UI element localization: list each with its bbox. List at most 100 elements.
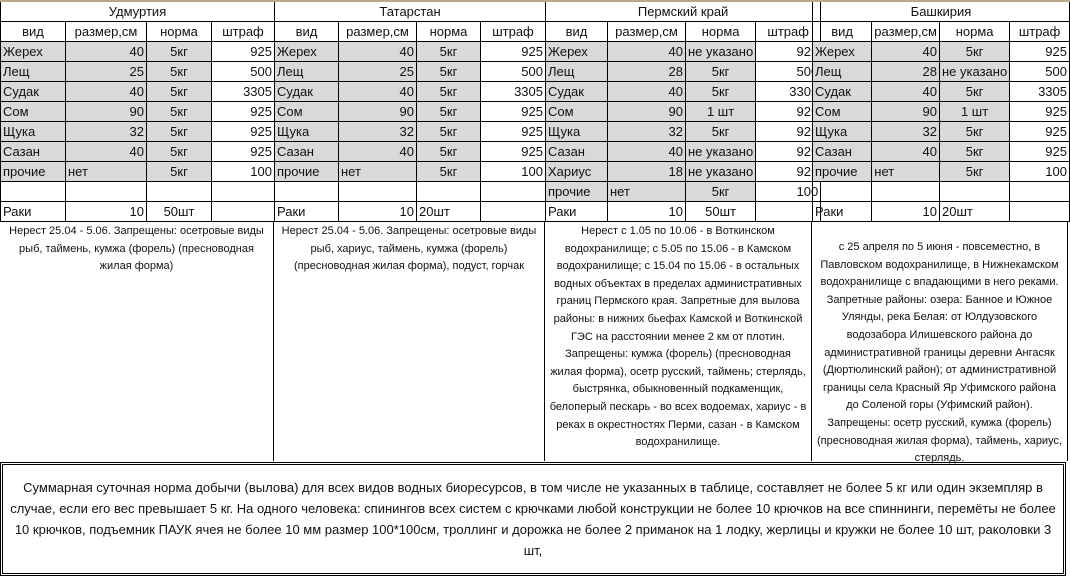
cell-norm[interactable]: 5кг [146,41,212,62]
cell-vid[interactable]: Щука [0,121,66,142]
cell-fine[interactable]: 925 [755,41,822,62]
cell-fine[interactable]: 3305 [480,81,546,102]
cell-size[interactable] [338,181,417,202]
cell-norm[interactable]: 1 шт [938,101,1011,122]
cell-size[interactable]: 18 [607,161,686,182]
cell-norm[interactable]: 1 шт [684,101,757,122]
cell-size[interactable]: 28 [871,61,940,82]
cell-vid[interactable]: Судак [811,81,873,102]
cell-norm[interactable]: 5кг [684,61,757,82]
cell-vid[interactable]: Раки [274,201,339,222]
column-header-size[interactable]: размер,см [338,21,417,42]
cell-fine[interactable]: 925 [1009,141,1070,162]
cell-norm[interactable]: не указано [684,141,757,162]
cell-vid[interactable]: Раки [0,201,66,222]
cell-vid[interactable]: Жерех [811,41,873,62]
cell-size[interactable]: 25 [338,61,417,82]
cell-vid[interactable]: прочие [274,161,339,182]
cell-size[interactable]: нет [871,161,940,182]
cell-fine[interactable]: 3305 [1009,81,1070,102]
cell-vid[interactable]: Хариус [545,161,608,182]
cell-size[interactable]: 40 [65,41,147,62]
cell-size[interactable]: 90 [338,101,417,122]
cell-size[interactable]: 40 [607,81,686,102]
cell-fine[interactable]: 925 [211,41,275,62]
cell-norm[interactable] [416,181,481,202]
cell-fine[interactable]: 925 [755,161,822,182]
cell-norm[interactable]: 5кг [146,61,212,82]
cell-size[interactable]: 10 [65,201,147,222]
cell-fine[interactable]: 925 [211,101,275,122]
column-header-norm[interactable]: норма [684,21,757,42]
column-header-fine[interactable]: штраф [211,21,275,42]
cell-fine[interactable]: 925 [755,101,822,122]
cell-fine[interactable]: 100 [480,161,546,182]
column-header-norm[interactable]: норма [146,21,212,42]
cell-vid[interactable]: Сазан [811,141,873,162]
column-header-size[interactable]: размер,см [871,21,940,42]
cell-norm[interactable]: 5кг [146,101,212,122]
cell-fine[interactable]: 3305 [755,81,822,102]
cell-vid[interactable]: Сом [0,101,66,122]
cell-fine[interactable]: 925 [1009,41,1070,62]
cell-vid[interactable]: Лещ [811,61,873,82]
cell-vid[interactable]: Раки [811,201,873,222]
cell-size[interactable]: 40 [338,81,417,102]
cell-fine[interactable]: 500 [480,61,546,82]
cell-vid[interactable]: Сазан [0,141,66,162]
cell-fine[interactable]: 500 [211,61,275,82]
cell-norm[interactable]: 50шт [684,201,757,222]
cell-size[interactable]: нет [338,161,417,182]
cell-fine[interactable] [211,201,275,222]
cell-size[interactable]: 32 [65,121,147,142]
cell-norm[interactable] [938,181,1011,202]
cell-vid[interactable]: Лещ [274,61,339,82]
cell-norm[interactable]: не указано [684,161,757,182]
cell-fine[interactable]: 925 [755,141,822,162]
cell-norm[interactable]: 5кг [938,41,1011,62]
cell-size[interactable]: 10 [338,201,417,222]
cell-vid[interactable]: Судак [0,81,66,102]
cell-vid[interactable]: Сом [811,101,873,122]
cell-size[interactable]: 32 [871,121,940,142]
cell-fine[interactable] [211,181,275,202]
cell-norm[interactable]: 5кг [938,81,1011,102]
cell-vid[interactable] [0,181,66,202]
cell-norm[interactable]: 5кг [416,141,481,162]
cell-norm[interactable]: 5кг [684,121,757,142]
cell-size[interactable]: 32 [607,121,686,142]
cell-norm[interactable]: 5кг [146,121,212,142]
cell-vid[interactable]: Жерех [274,41,339,62]
cell-fine[interactable]: 925 [480,121,546,142]
cell-vid[interactable]: Сазан [545,141,608,162]
cell-size[interactable]: 10 [871,201,940,222]
cell-vid[interactable]: Раки [545,201,608,222]
cell-vid[interactable]: прочие [545,181,608,202]
cell-size[interactable]: 90 [65,101,147,122]
cell-fine[interactable]: 500 [755,61,822,82]
cell-fine[interactable]: 100 [755,181,822,202]
cell-size[interactable]: 40 [65,81,147,102]
cell-size[interactable]: 40 [338,41,417,62]
cell-norm[interactable]: 5кг [416,121,481,142]
column-header-fine[interactable]: штраф [1009,21,1070,42]
cell-size[interactable]: 40 [607,41,686,62]
cell-norm[interactable]: 50шт [146,201,212,222]
cell-vid[interactable]: Лещ [0,61,66,82]
cell-norm[interactable]: 5кг [146,141,212,162]
cell-size[interactable]: 40 [607,141,686,162]
cell-norm[interactable]: 5кг [416,41,481,62]
cell-fine[interactable]: 100 [211,161,275,182]
region-title[interactable]: Башкирия [812,2,1070,22]
cell-size[interactable]: нет [607,181,686,202]
cell-fine[interactable]: 925 [1009,101,1070,122]
cell-vid[interactable] [274,181,339,202]
cell-size[interactable] [871,181,940,202]
cell-vid[interactable]: прочие [811,161,873,182]
cell-norm[interactable]: 5кг [684,81,757,102]
cell-fine[interactable] [480,181,546,202]
cell-vid[interactable]: Судак [545,81,608,102]
column-header-vid[interactable]: вид [545,21,608,42]
cell-fine[interactable] [755,201,822,222]
column-header-vid[interactable]: вид [274,21,339,42]
